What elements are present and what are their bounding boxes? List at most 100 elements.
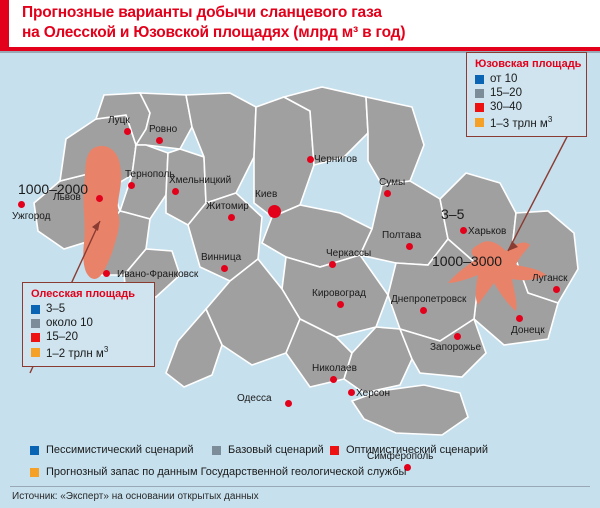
city-dot-icon: [348, 389, 355, 396]
legend-row: около 10: [31, 317, 146, 329]
ukraine-map: Ужгород Львов Луцк Ровно Тернополь Хмельницки…: [0, 53, 600, 471]
yuzovska-leader-arrow: [508, 241, 518, 251]
legend-swatch-icon: [475, 102, 484, 112]
city-dot-icon: [221, 265, 228, 272]
legend-yuzovska-items: от 10 15–20 30–40 1–3 трлн м3: [475, 73, 578, 130]
city-dot-icon: [268, 205, 281, 218]
legend-label: 3–5: [46, 303, 66, 315]
legend-yuzovska: Юзовская площадь от 10 15–20 30–40 1–3 трлн…: [466, 52, 587, 137]
legend-label: около 10: [46, 317, 93, 329]
legend-swatch-icon: [31, 318, 40, 328]
city-dot-icon: [307, 156, 314, 163]
city-dot-icon: [460, 227, 467, 234]
city-dot-icon: [404, 464, 411, 471]
city-label: Киев: [255, 189, 278, 200]
map-svg: [29, 86, 579, 436]
legend-row: 15–20: [475, 87, 578, 99]
title-accent-bar: [0, 0, 9, 47]
shale-gas-areas: [83, 145, 546, 311]
city-dot-icon: [285, 400, 292, 407]
yuzovska-area: [448, 241, 546, 311]
city-dot-icon: [553, 286, 560, 293]
scenario-swatch-icon: [30, 467, 39, 477]
city-dot-icon: [330, 376, 337, 383]
title-bar: Прогнозные варианты добычи сланцевого га…: [0, 0, 600, 47]
city-dot-icon: [329, 261, 336, 268]
olesska-leader-arrow: [92, 221, 100, 231]
legend-label: 15–20: [490, 87, 522, 99]
scenario-label: Пессимистический сценарий: [46, 444, 194, 456]
scenario-legend-item: Базовый сценарий: [212, 444, 324, 456]
city-label: Ужгород: [12, 211, 51, 222]
legend-label: 30–40: [490, 101, 522, 113]
city-dot-icon: [128, 182, 135, 189]
scenario-swatch-icon: [212, 445, 221, 455]
city-dot-icon: [384, 190, 391, 197]
city-label: Черкассы: [326, 248, 372, 259]
legend-olesska-title: Олесская площадь: [31, 288, 136, 300]
city-label: Тернополь: [125, 169, 175, 180]
city-dot-icon: [228, 214, 235, 221]
city-dot-icon: [103, 270, 110, 277]
city-label: Винница: [201, 252, 242, 263]
city-dot-icon: [454, 333, 461, 340]
city-dot-icon: [172, 188, 179, 195]
city-label: Кировоград: [312, 288, 366, 299]
city-label: Сумы: [379, 177, 406, 188]
legend-swatch-icon: [31, 347, 40, 357]
page-title: Прогнозные варианты добычи сланцевого га…: [22, 4, 406, 41]
city-label: Полтава: [382, 230, 422, 241]
city-label: Львов: [53, 192, 81, 203]
legend-row: 3–5: [31, 303, 146, 315]
city-label: Житомир: [206, 201, 249, 212]
scenario-legend-item: Оптимистический сценарий: [330, 444, 488, 456]
scenario-label: Базовый сценарий: [228, 444, 324, 456]
city-label: Ивано-Франковск: [117, 269, 199, 280]
scenario-swatch-icon: [330, 445, 339, 455]
legend-swatch-icon: [31, 304, 40, 314]
city-label: Херсон: [356, 388, 390, 399]
city-dot-icon: [96, 195, 103, 202]
source-note: Источник: «Эксперт» на основании открыты…: [12, 491, 259, 502]
legend-swatch-icon: [31, 332, 40, 342]
legend-label: 1–3 трлн м3: [490, 115, 553, 130]
city-label: Николаев: [312, 363, 357, 374]
legend-row: от 10: [475, 73, 578, 85]
map-value-label: 1000–2000: [18, 181, 89, 197]
source-divider: [10, 486, 590, 487]
legend-row: 1–2 трлн м3: [31, 345, 146, 360]
city-dot-icon: [406, 243, 413, 250]
legend-label: 1–2 трлн м3: [46, 345, 109, 360]
city-label: Ровно: [149, 124, 178, 135]
city-dot-icon: [124, 128, 131, 135]
city-label: Чернигов: [314, 154, 358, 165]
city-label: Запорожье: [430, 342, 482, 353]
city-dot-icon: [18, 201, 25, 208]
olesska-area: [83, 145, 122, 279]
city-label: Харьков: [468, 226, 507, 237]
scenario-legend-item: Пессимистический сценарий: [30, 444, 193, 456]
city-dot-icon: [156, 137, 163, 144]
legend-row: 30–40: [475, 101, 578, 113]
city-dot-icon: [516, 315, 523, 322]
scenario-label: Оптимистический сценарий: [346, 444, 488, 456]
city-label: Одесса: [237, 393, 272, 404]
scenario-swatch-icon: [30, 445, 39, 455]
scenario-label: Прогнозный запас по данным Государственн…: [46, 466, 407, 478]
city-label: Днепропетровск: [391, 294, 467, 305]
city-label: Луцк: [108, 115, 130, 126]
city-label: Донецк: [511, 325, 545, 336]
legend-swatch-icon: [475, 88, 484, 98]
city-dot-icon: [337, 301, 344, 308]
legend-swatch-icon: [475, 117, 484, 127]
legend-yuzovska-title: Юзовская площадь: [475, 58, 582, 70]
city-label: Хмельницкий: [169, 175, 232, 186]
scenario-legend-item: Прогнозный запас по данным Государственн…: [30, 466, 406, 478]
legend-olesska-items: 3–5 около 10 15–20 1–2 трлн м3: [31, 303, 146, 360]
legend-label: от 10: [490, 73, 518, 85]
legend-label: 15–20: [46, 331, 78, 343]
map-value-label: 3–5: [441, 206, 465, 222]
title-divider-red: [0, 47, 600, 51]
city-label: Симферополь: [367, 451, 434, 462]
